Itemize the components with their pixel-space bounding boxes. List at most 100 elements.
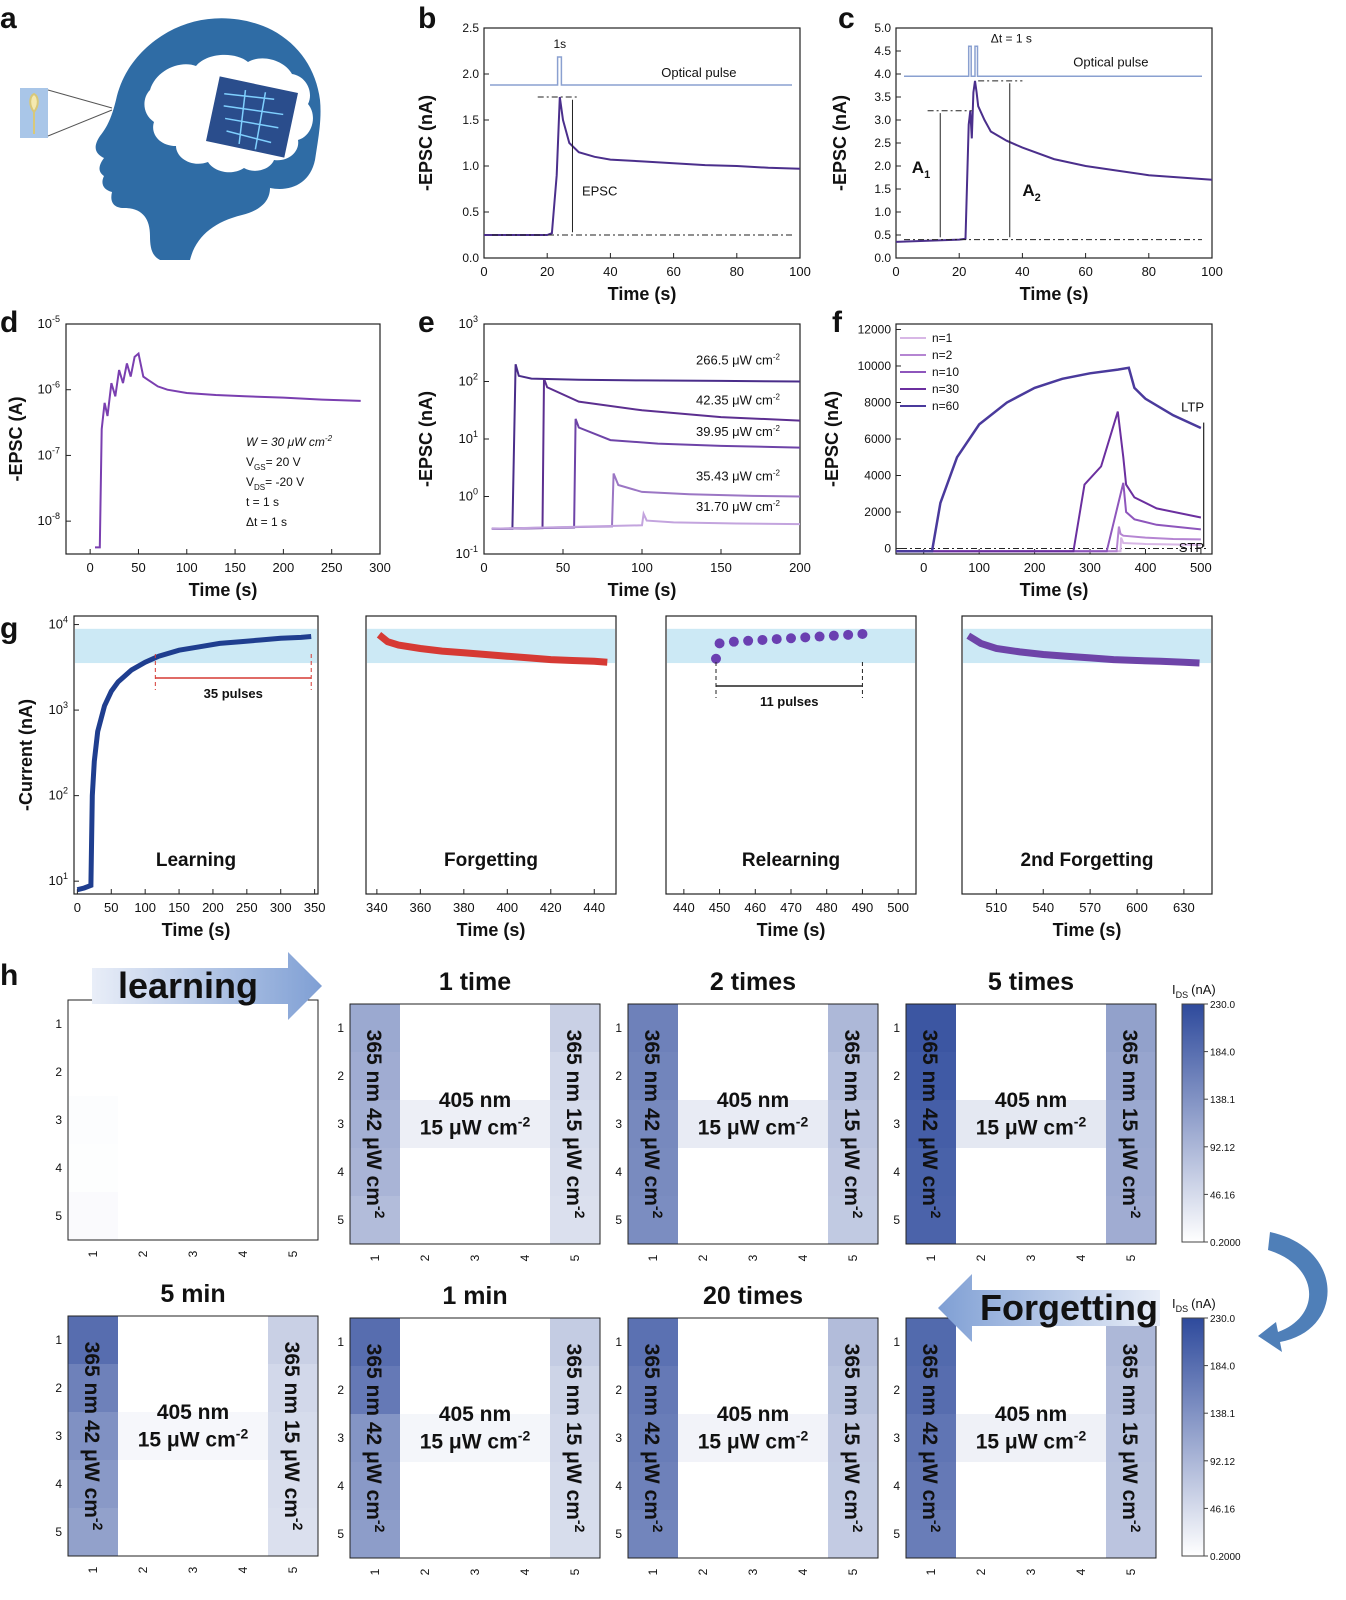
chart-d: 0 50 100 150 200 250 300 10-8 10-7 10-6 10-5 Time (… xyxy=(6,314,391,600)
colorbar-tick-label: 138.1 xyxy=(1210,1409,1235,1420)
series-line-1 xyxy=(491,364,801,530)
x-tick-label: 300 xyxy=(369,560,391,575)
colorbar-label-unit: (nA) xyxy=(1191,1296,1216,1311)
row-tick-label: 1 xyxy=(893,1021,900,1035)
y-tick-exponent: 2 xyxy=(63,786,68,796)
colorbar-1: IDS (nA)230.0 184.0 138.1 92.12 46.16 0.2000 xyxy=(1172,982,1241,1249)
col-tick-label: 5 xyxy=(1124,1568,1138,1575)
col-tick-label: 2 xyxy=(696,1254,710,1261)
chip-circuit-lines xyxy=(223,89,284,150)
heatmap-cell xyxy=(550,1318,600,1366)
middle-row-label-sup: -2 xyxy=(796,1114,809,1130)
col-tick-label: 4 xyxy=(236,1566,250,1573)
y-tick-label: 4.5 xyxy=(874,44,891,58)
right-column-label: 365 nm 15 μW cm-2 xyxy=(1118,1030,1144,1219)
y-tick-exponent: 1 xyxy=(473,429,478,439)
y-tick-exponent: -6 xyxy=(52,380,60,390)
x-tick-label: 350 xyxy=(304,900,326,915)
col-tick-label: 5 xyxy=(286,1566,300,1573)
series-label-5: 31.70 μW cm-2 xyxy=(696,499,781,514)
heatmap-cell xyxy=(728,1196,778,1244)
heatmap-cell xyxy=(350,1148,400,1196)
col-tick-label: 3 xyxy=(746,1568,760,1575)
heatmap-frame xyxy=(349,1317,601,1559)
row-tick-label: 4 xyxy=(55,1477,62,1491)
x-tick-label: 340 xyxy=(366,900,388,915)
y-tick-label: 6000 xyxy=(864,432,891,446)
row-tick-label: 2 xyxy=(893,1383,900,1397)
heatmap-cell xyxy=(728,1318,778,1366)
row-tick-label: 3 xyxy=(615,1431,622,1445)
heatmap-frame xyxy=(349,1003,601,1245)
x-tick-label: 50 xyxy=(104,900,118,915)
heatmap-cell xyxy=(118,1316,168,1364)
heatmap-cell xyxy=(678,1100,728,1148)
heatmap-cell xyxy=(1056,1148,1106,1196)
middle-row-label: 405 nm xyxy=(439,1089,511,1112)
heatmap-cell xyxy=(450,1318,500,1366)
heatmap-cell xyxy=(350,1510,400,1558)
x-tick-label: 400 xyxy=(496,900,518,915)
x-tick-label: 250 xyxy=(236,900,258,915)
col-tick-label: 4 xyxy=(1074,1568,1088,1575)
heatmap-cell xyxy=(68,1000,118,1048)
heatmap-cell xyxy=(628,1366,678,1414)
forgetting-arrow-shape xyxy=(938,1274,1160,1342)
x-tick-label: 540 xyxy=(1032,900,1054,915)
heatmap-cell xyxy=(450,1052,500,1100)
x-axis-label: Time (s) xyxy=(162,920,231,940)
y-tick-label: 4.0 xyxy=(874,67,891,81)
a2-subscript: 2 xyxy=(1035,192,1041,204)
heatmap-cell xyxy=(1106,1148,1156,1196)
heatmap-cell xyxy=(168,1048,218,1096)
chart-f: 0 100 200 300 400 500 0 2000 4000 6000 8000 10000 12… xyxy=(822,322,1213,600)
middle-row-label-sup: -2 xyxy=(796,1428,809,1444)
x-tick-label: 60 xyxy=(1078,264,1092,279)
heatmap-cell xyxy=(1056,1462,1106,1510)
heatmap-cell xyxy=(778,1052,828,1100)
left-column-label-sup: -2 xyxy=(650,1520,666,1533)
heatmap-cell xyxy=(778,1004,828,1052)
panel-label-e: e xyxy=(418,306,435,339)
x-tick-label: 0 xyxy=(892,264,899,279)
x-tick-label: 50 xyxy=(131,560,145,575)
heatmap-cell xyxy=(1056,1366,1106,1414)
heatmap-cell xyxy=(678,1004,728,1052)
y-tick-label: 0.0 xyxy=(462,251,479,265)
colorbar-tick-label: 230.0 xyxy=(1210,1000,1235,1011)
heatmap-cell xyxy=(678,1052,728,1100)
heatmap-cell xyxy=(68,1508,118,1556)
series-label-1: 266.5 μW cm-2 xyxy=(696,352,781,367)
heatmap-cell xyxy=(450,1414,500,1462)
col-tick-label: 5 xyxy=(846,1568,860,1575)
col-tick-label: 3 xyxy=(468,1254,482,1261)
heatmap-cell xyxy=(500,1100,550,1148)
heatmap-cell xyxy=(218,1192,268,1240)
dt-label: Δt = 1 s xyxy=(991,31,1032,45)
col-tick-label: 4 xyxy=(518,1254,532,1261)
series-label-4: 35.43 μW cm-2 xyxy=(696,468,781,483)
chip-image xyxy=(206,76,298,158)
middle-row-label-sup: -2 xyxy=(236,1426,249,1442)
y-tick-label: 2.0 xyxy=(874,159,891,173)
heatmap-cell xyxy=(550,1148,600,1196)
chart-c: 0 20 40 60 80 100 0.0 0.5 1.0 1.5 2.0 2.5 3.0 3.5 4.0 4… xyxy=(830,21,1223,304)
x-tick-label: 40 xyxy=(603,264,617,279)
heatmap-cell xyxy=(400,1100,450,1148)
optical-pulse-trace xyxy=(490,56,792,86)
x-tick-label: 0 xyxy=(74,900,81,915)
series-label-sup: -2 xyxy=(773,424,781,433)
heatmap-cell xyxy=(1006,1148,1056,1196)
heatmap-cell xyxy=(218,1316,268,1364)
heatmap-cell xyxy=(450,1366,500,1414)
middle-row-label-2: 15 μW cm-2 xyxy=(420,1428,531,1454)
stp-label: STP xyxy=(1179,540,1204,555)
heatmap-cell xyxy=(778,1318,828,1366)
heatmap-cell xyxy=(118,1096,168,1144)
heatmap-cell xyxy=(118,1144,168,1192)
heatmap-cell xyxy=(1006,1052,1056,1100)
series-label-sup: -2 xyxy=(773,393,781,402)
heatmap-frame xyxy=(627,1003,879,1245)
subpanel-title: Forgetting xyxy=(444,850,538,871)
middle-row-label: 405 nm xyxy=(717,1403,789,1426)
